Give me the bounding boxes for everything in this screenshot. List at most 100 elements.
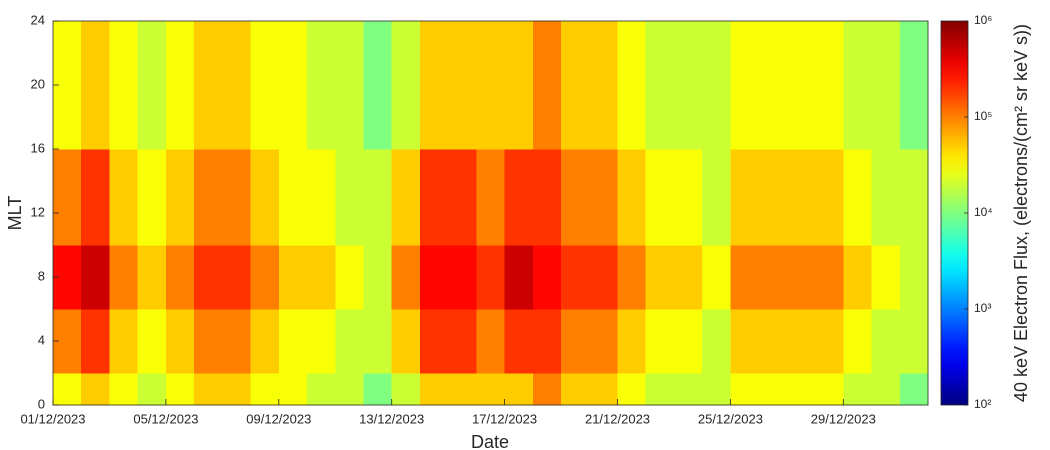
heatmap-cell [250, 117, 280, 150]
heatmap-cell [673, 277, 703, 310]
heatmap-cell [53, 181, 82, 214]
heatmap-cell [81, 373, 110, 406]
heatmap-cell [81, 277, 110, 310]
heatmap-cell [786, 21, 816, 54]
heatmap-cell [222, 181, 252, 214]
heatmap-cell [109, 277, 139, 310]
heatmap-cell [278, 117, 308, 150]
heatmap-cell [363, 277, 393, 310]
heatmap-cell [730, 21, 760, 54]
heatmap-cell [222, 277, 252, 310]
heatmap-cell [815, 117, 844, 150]
heatmap-cell [307, 149, 336, 182]
heatmap-cell [673, 341, 703, 374]
heatmap-cell [617, 245, 647, 278]
heatmap-cell [250, 181, 280, 214]
heatmap-cell [589, 53, 619, 86]
heatmap-cell [843, 117, 873, 150]
heatmap-cell [702, 277, 731, 310]
x-tick-label: 29/12/2023 [811, 411, 876, 426]
heatmap-cell [871, 149, 901, 182]
heatmap-cell [391, 245, 421, 278]
heatmap-cell [307, 21, 336, 54]
heatmap-cell [589, 21, 619, 54]
heatmap-cell [589, 85, 619, 118]
heatmap-cell [645, 373, 675, 406]
heatmap-cell [137, 53, 167, 86]
heatmap-cell [730, 181, 760, 214]
heatmap-cell [476, 53, 506, 86]
heatmap-cell [194, 85, 223, 118]
heatmap-cell [673, 53, 703, 86]
heatmap-cell [250, 341, 280, 374]
heatmap-cell [561, 245, 590, 278]
heatmap-cell [419, 245, 449, 278]
heatmap-cell [504, 373, 534, 406]
colorbar-tick-label: 10⁶ [974, 13, 992, 27]
heatmap-cell [871, 181, 901, 214]
heatmap-cell [645, 53, 675, 86]
heatmap-cell [504, 213, 534, 246]
heatmap-cell [843, 21, 873, 54]
heatmap-cell [673, 85, 703, 118]
heatmap-cell [335, 149, 364, 182]
heatmap-cell [673, 213, 703, 246]
heatmap-cell [532, 341, 562, 374]
heatmap-cell [419, 85, 449, 118]
heatmap-cell [645, 149, 675, 182]
heatmap-cell [109, 149, 139, 182]
heatmap-cell [730, 213, 760, 246]
heatmap-cell [109, 341, 139, 374]
heatmap-cell [899, 213, 929, 246]
heatmap-cell [561, 149, 590, 182]
heatmap-cell [561, 117, 590, 150]
heatmap-cell [194, 181, 223, 214]
heatmap-cell [561, 53, 590, 86]
heatmap-cell [137, 21, 167, 54]
heatmap-cell [81, 341, 110, 374]
y-tick-label: 24 [31, 12, 45, 27]
heatmap-cell [165, 181, 195, 214]
heatmap-cell [109, 21, 139, 54]
heatmap-cell [702, 53, 731, 86]
heatmap-cell [786, 341, 816, 374]
heatmap-cell [617, 85, 647, 118]
heatmap-cell [335, 53, 364, 86]
heatmap-cell [815, 213, 844, 246]
heatmap-cell [702, 21, 731, 54]
heatmap-cell [815, 277, 844, 310]
heatmap-cell [222, 245, 252, 278]
heatmap-cell [391, 213, 421, 246]
heatmap-cell [899, 341, 929, 374]
heatmap-cell [335, 309, 364, 342]
heatmap-cell [899, 245, 929, 278]
heatmap-cell [504, 21, 534, 54]
heatmap-cell [871, 341, 901, 374]
heatmap-cell [476, 341, 506, 374]
heatmap-cell [222, 341, 252, 374]
heatmap-cell [363, 117, 393, 150]
heatmap-cell [702, 85, 731, 118]
heatmap-cell [843, 245, 873, 278]
colorbar-tick-label: 10³ [974, 301, 991, 315]
heatmap-cell [899, 21, 929, 54]
heatmap-cell [504, 277, 534, 310]
heatmap-cell [561, 373, 590, 406]
heatmap-cell [278, 181, 308, 214]
heatmap-cell [137, 245, 167, 278]
heatmap-cell [476, 309, 506, 342]
heatmap-cell [871, 277, 901, 310]
heatmap-cell [53, 245, 82, 278]
heatmap-cell [448, 277, 477, 310]
heatmap-cell [702, 213, 731, 246]
heatmap-cell [53, 309, 82, 342]
heatmap-cell [532, 373, 562, 406]
heatmap-cell [335, 277, 364, 310]
heatmap-cell [476, 149, 506, 182]
heatmap-cell [137, 309, 167, 342]
heatmap-cell [307, 213, 336, 246]
heatmap-cell [899, 309, 929, 342]
heatmap-cell [165, 245, 195, 278]
heatmap-cell [899, 85, 929, 118]
colorbar [941, 21, 968, 405]
